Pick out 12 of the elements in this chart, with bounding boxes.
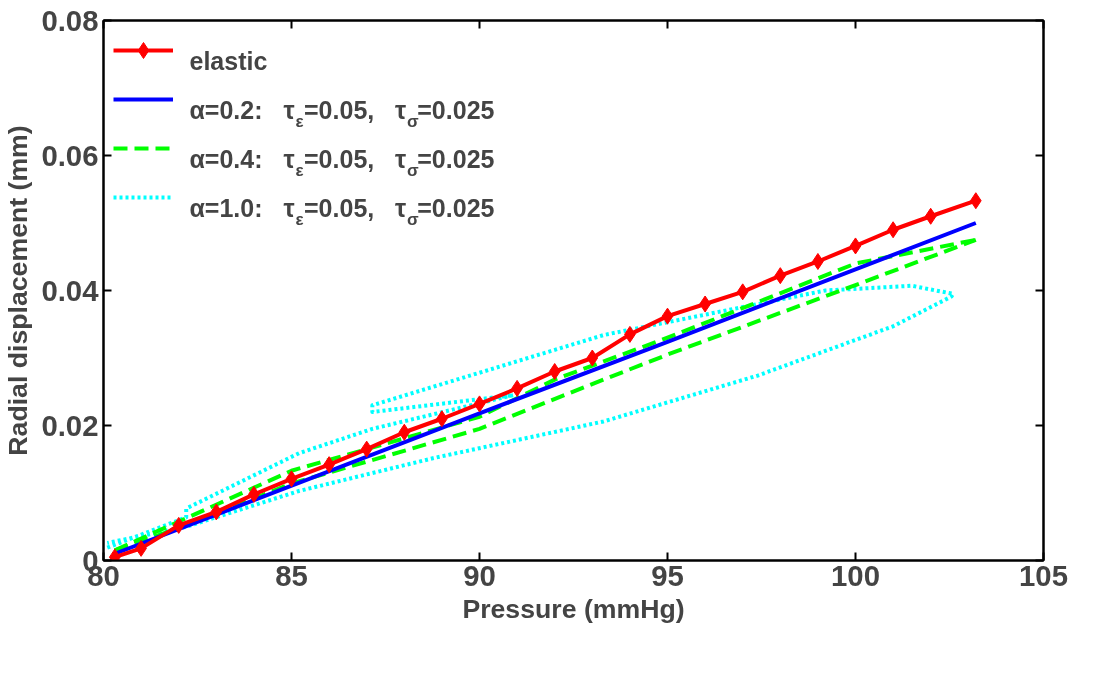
x-tick-label: 85 [275,558,308,592]
x-tick-label: 100 [831,558,880,592]
y-tick-label: 0.04 [41,273,100,307]
y-tick-label: 0.08 [41,3,99,37]
x-axis-title: Pressure (mmHg) [462,593,685,624]
x-tick-label: 95 [651,558,684,592]
x-tick-label: 90 [463,558,496,592]
y-tick-label: 0.02 [41,408,99,442]
y-tick-label: 0.06 [41,138,99,172]
legend-label: elastic [189,46,268,75]
y-axis-title: Radial displacement (mm) [3,125,34,456]
x-tick-label: 105 [1019,558,1068,592]
